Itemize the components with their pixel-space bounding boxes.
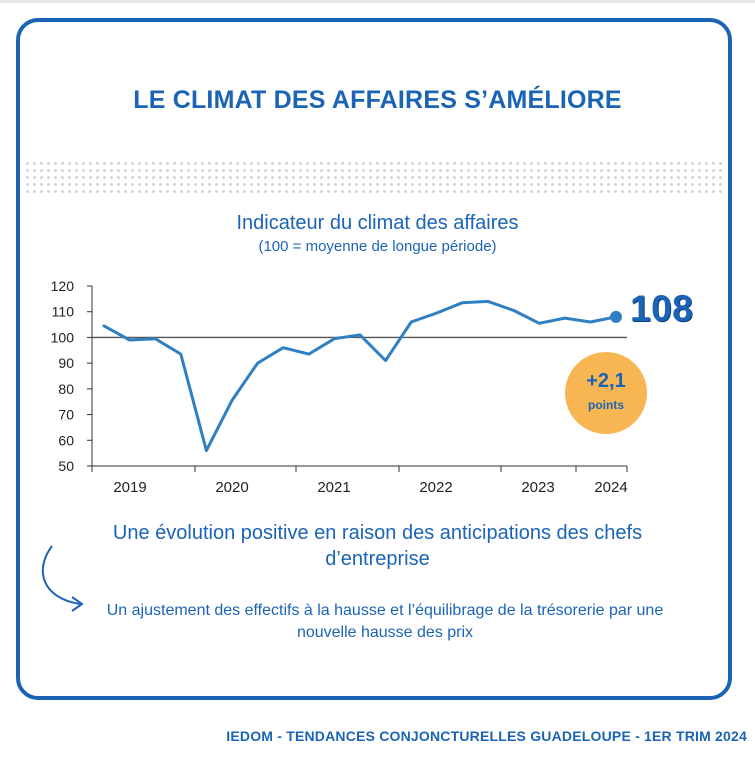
x-tick-label: 2024	[594, 479, 627, 496]
change-unit: points	[588, 398, 624, 412]
secondary-note: Un ajustement des effectifs à la hausse …	[106, 602, 664, 641]
change-value: +2,1	[586, 370, 626, 392]
business-climate-chart: 50 60 70 80 90 100 110 120 2019 2020 2021 2022 2023 2…	[51, 278, 628, 496]
y-tick-label: 50	[58, 458, 74, 474]
y-tick-label: 70	[58, 407, 74, 423]
footer-source: IEDOM - TENDANCES CONJONCTURELLES GUADEL…	[226, 728, 747, 744]
y-tick-label: 100	[51, 329, 75, 345]
x-tick-label: 2021	[317, 479, 350, 496]
y-tick-label: 110	[52, 304, 75, 320]
latest-value-label: 108	[630, 288, 694, 329]
y-tick-label: 80	[58, 381, 74, 397]
chart-title: Indicateur du climat des affaires	[236, 212, 519, 234]
y-tick-label: 120	[51, 278, 75, 294]
x-tick-label: 2023	[521, 479, 554, 496]
x-tick-label: 2019	[113, 479, 146, 496]
dotted-separator	[24, 160, 724, 194]
x-tick-label: 2020	[215, 479, 248, 496]
page-title: LE CLIMAT DES AFFAIRES S’AMÉLIORE	[133, 86, 622, 114]
y-tick-label: 90	[58, 355, 74, 371]
series-line	[102, 299, 618, 453]
main-note: Une évolution positive en raison des ant…	[112, 522, 643, 570]
chart-subtitle: (100 = moyenne de longue période)	[258, 238, 497, 255]
change-badge: +2,1 points	[565, 352, 647, 434]
y-tick-label: 60	[58, 432, 74, 448]
x-tick-label: 2022	[419, 479, 452, 496]
last-point-marker	[610, 310, 622, 323]
curved-arrow-icon	[41, 545, 84, 612]
top-divider	[0, 0, 755, 3]
